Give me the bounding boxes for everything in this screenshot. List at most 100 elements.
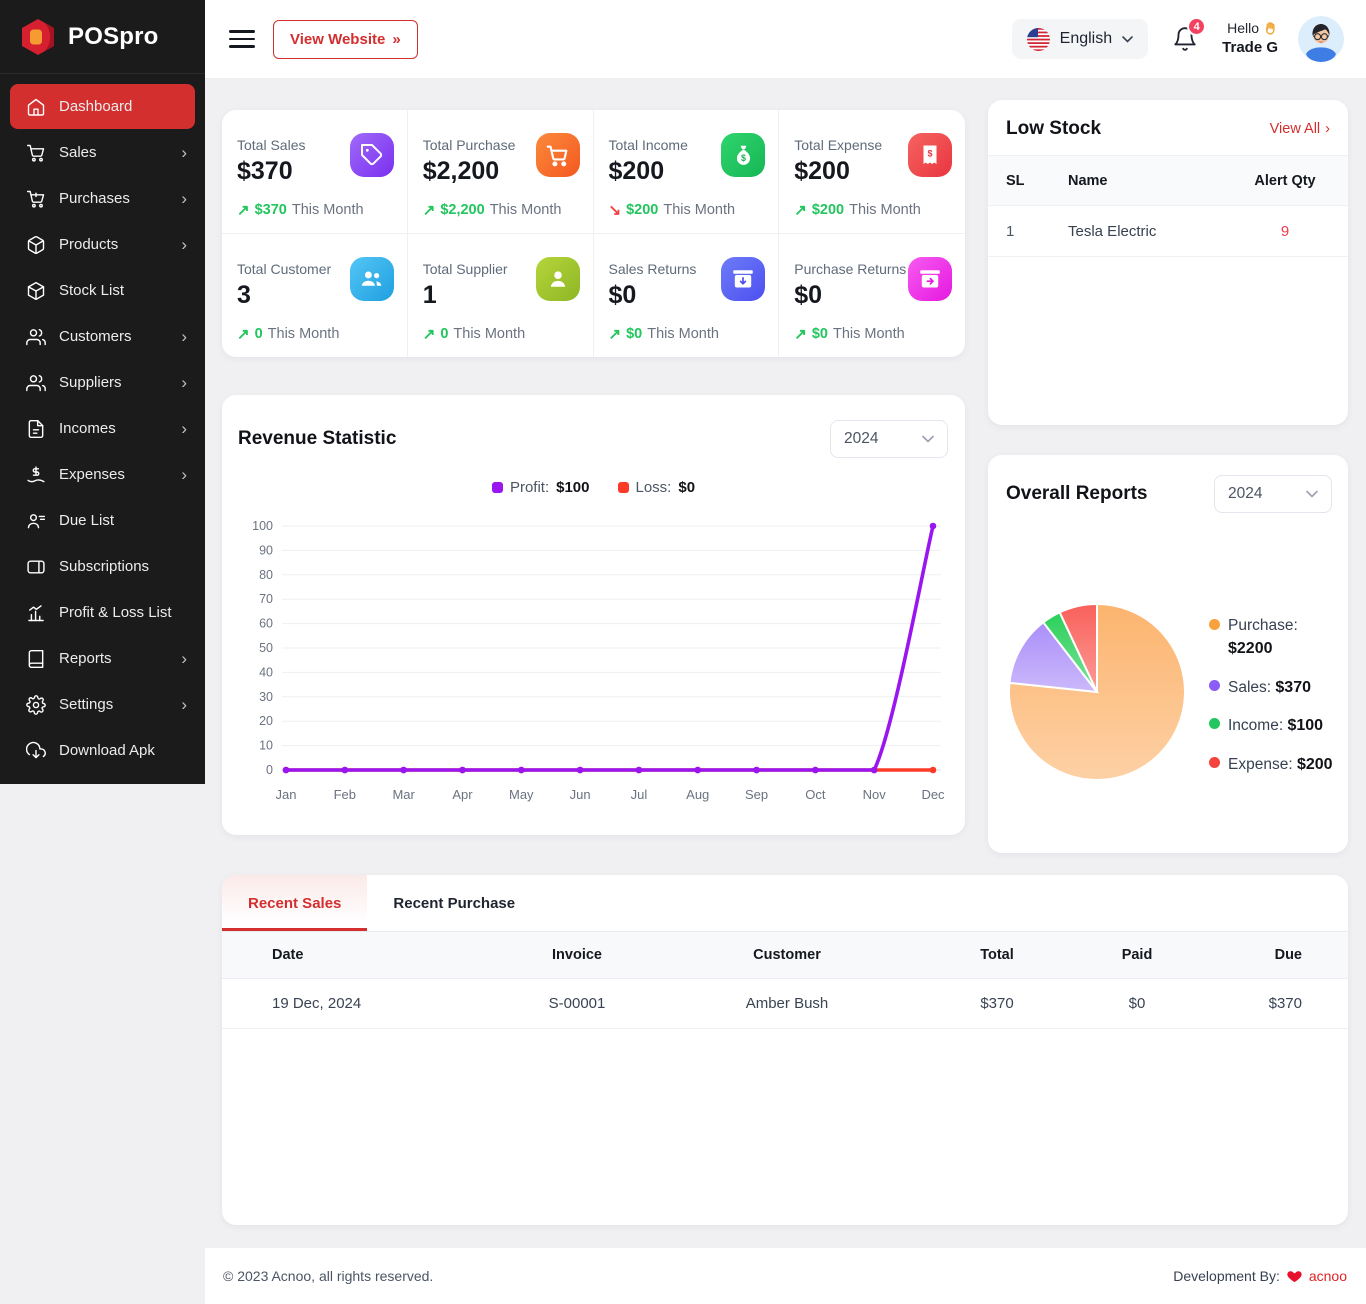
chart-legend: Profit: $100 Loss: $0 [222, 479, 965, 496]
svg-text:60: 60 [259, 617, 273, 631]
sidebar-item-due-list[interactable]: Due List [10, 498, 195, 543]
trend-arrow-icon: ↗ [608, 325, 622, 343]
table-row: 19 Dec, 2024 S-00001 Amber Bush $370 $0 … [222, 979, 1348, 1029]
sidebar-item-dashboard[interactable]: Dashboard [10, 84, 195, 129]
notification-badge: 4 [1187, 17, 1207, 36]
stat-card-total-purchase: Total Purchase $2,200 ↗ $2,200 This Month [407, 110, 594, 234]
brand: POSpro [0, 0, 205, 74]
chevron-down-icon [922, 435, 934, 443]
chevron-right-icon: › [181, 235, 187, 254]
sidebar-item-reports[interactable]: Reports › [10, 636, 195, 681]
cloud-download-icon [26, 741, 46, 761]
sales-legend-dot [1209, 679, 1220, 691]
language-selector[interactable]: English [1011, 19, 1149, 59]
user-list-icon [26, 511, 46, 531]
heart-icon [1287, 1271, 1302, 1283]
chevron-right-icon: › [1325, 121, 1330, 137]
return-box-icon [721, 256, 766, 301]
svg-text:Sep: Sep [745, 787, 768, 802]
low-stock-header-row: SL Name Alert Qty [988, 156, 1348, 206]
svg-text:40: 40 [259, 665, 273, 679]
svg-text:50: 50 [259, 641, 273, 655]
cart-plus-icon [26, 189, 46, 209]
invoice-icon [26, 419, 46, 439]
package-icon [26, 235, 46, 255]
trend-arrow-icon: ↗ [422, 202, 436, 219]
low-stock-panel: Low Stock View All › SL Name Alert Qty 1… [988, 100, 1348, 425]
sidebar-item-sales[interactable]: Sales › [10, 130, 195, 175]
svg-text:Dec: Dec [921, 787, 945, 802]
sidebar-item-profit-loss[interactable]: Profit & Loss List [10, 590, 195, 635]
avatar[interactable] [1298, 16, 1344, 62]
purchase-legend-dot [1209, 619, 1220, 630]
pie-legend: Purchase: $2200 Sales: $370 Income: $100 … [1209, 615, 1333, 776]
svg-text:80: 80 [259, 568, 273, 582]
sidebar-menu: Dashboard Sales › Purchases › Products ›… [0, 74, 205, 773]
sidebar-item-suppliers[interactable]: Suppliers › [10, 360, 195, 405]
svg-text:20: 20 [259, 714, 273, 728]
menu-toggle-button[interactable] [229, 30, 255, 48]
developer-link[interactable]: acnoo [1308, 1268, 1347, 1284]
svg-text:Mar: Mar [392, 787, 415, 802]
year-select[interactable]: 2024 [830, 420, 948, 458]
svg-text:100: 100 [252, 519, 273, 533]
profit-legend-swatch [491, 482, 503, 493]
tab-recent-sales[interactable]: Recent Sales [222, 875, 368, 931]
svg-text:Apr: Apr [452, 787, 473, 802]
chevron-right-icon: › [181, 695, 187, 714]
svg-text:$: $ [927, 149, 932, 159]
chevron-right-icon: › [181, 189, 187, 208]
table-row: 1 Tesla Electric 9 [988, 206, 1348, 257]
svg-text:0: 0 [266, 763, 273, 777]
svg-text:May: May [509, 787, 534, 802]
tab-recent-purchase[interactable]: Recent Purchase [393, 894, 516, 912]
stat-card-total-expense: Total Expense $200 $ ↗ $200 This Month [779, 110, 965, 234]
hand-coin-icon [26, 465, 46, 485]
sidebar: POSpro Dashboard Sales › Purchases › Pro… [0, 0, 205, 784]
year-select[interactable]: 2024 [1214, 475, 1332, 513]
cart-icon [26, 143, 46, 163]
wave-hand-icon [1266, 22, 1275, 35]
svg-text:Jan: Jan [276, 787, 297, 802]
sidebar-item-incomes[interactable]: Incomes › [10, 406, 195, 451]
panel-title: Revenue Statistic [238, 428, 397, 449]
stat-card-total-supplier: Total Supplier 1 ↗ 0 This Month [408, 233, 594, 357]
stat-card-total-customer: Total Customer 3 ↗ 0 This Month [222, 233, 408, 357]
revenue-line-chart: 0 10 20 30 40 50 60 70 80 90 100 Jan Feb Mar Apr May Jun… [252, 519, 945, 802]
sidebar-item-expenses[interactable]: Expenses › [10, 452, 195, 497]
panel-title: Overall Reports [1006, 483, 1148, 504]
money-bag-icon: $ [721, 133, 766, 177]
sidebar-item-subscriptions[interactable]: Subscriptions [10, 544, 195, 589]
card-icon [26, 557, 46, 577]
trend-arrow-icon: ↗ [794, 202, 807, 219]
chevron-right-icon: › [181, 143, 187, 162]
recent-transactions-panel: Recent Sales Recent Purchase Date Invoic… [222, 875, 1348, 1225]
sidebar-item-purchases[interactable]: Purchases › [10, 176, 195, 221]
stat-card-total-income: Total Income $200 $ ↘ $200 This Month [593, 110, 780, 234]
svg-text:70: 70 [259, 592, 273, 606]
receipt-icon: $ [908, 133, 952, 177]
table-header-row: Date Invoice Customer Total Paid Due [222, 932, 1348, 979]
chevron-right-icon: › [181, 327, 187, 346]
tab-bar: Recent Sales Recent Purchase [222, 875, 1348, 932]
sidebar-item-stock-list[interactable]: Stock List [10, 268, 195, 313]
sidebar-item-settings[interactable]: Settings › [10, 682, 195, 727]
trend-arrow-icon: ↗ [422, 325, 436, 343]
svg-text:Nov: Nov [863, 787, 887, 802]
users-icon [26, 373, 46, 393]
view-all-link[interactable]: View All › [1269, 121, 1330, 137]
sidebar-item-download-apk[interactable]: Download Apk [10, 728, 195, 773]
sidebar-item-products[interactable]: Products › [10, 222, 195, 267]
person-icon [535, 256, 580, 301]
gear-icon [26, 694, 46, 715]
notifications-button[interactable]: 4 [1172, 17, 1207, 52]
chevron-right-icon: › [181, 465, 187, 484]
stat-card-sales-returns: Sales Returns $0 ↗ $0 This Month [594, 233, 780, 357]
chevron-right-icon: › [181, 373, 187, 392]
chevron-down-icon [1122, 35, 1133, 43]
brand-name: POSpro [68, 22, 159, 50]
view-website-button[interactable]: View Website » [273, 19, 418, 59]
chevron-right-icon: › [181, 419, 187, 438]
sidebar-item-customers[interactable]: Customers › [10, 314, 195, 359]
double-chevron-icon: » [392, 30, 401, 48]
